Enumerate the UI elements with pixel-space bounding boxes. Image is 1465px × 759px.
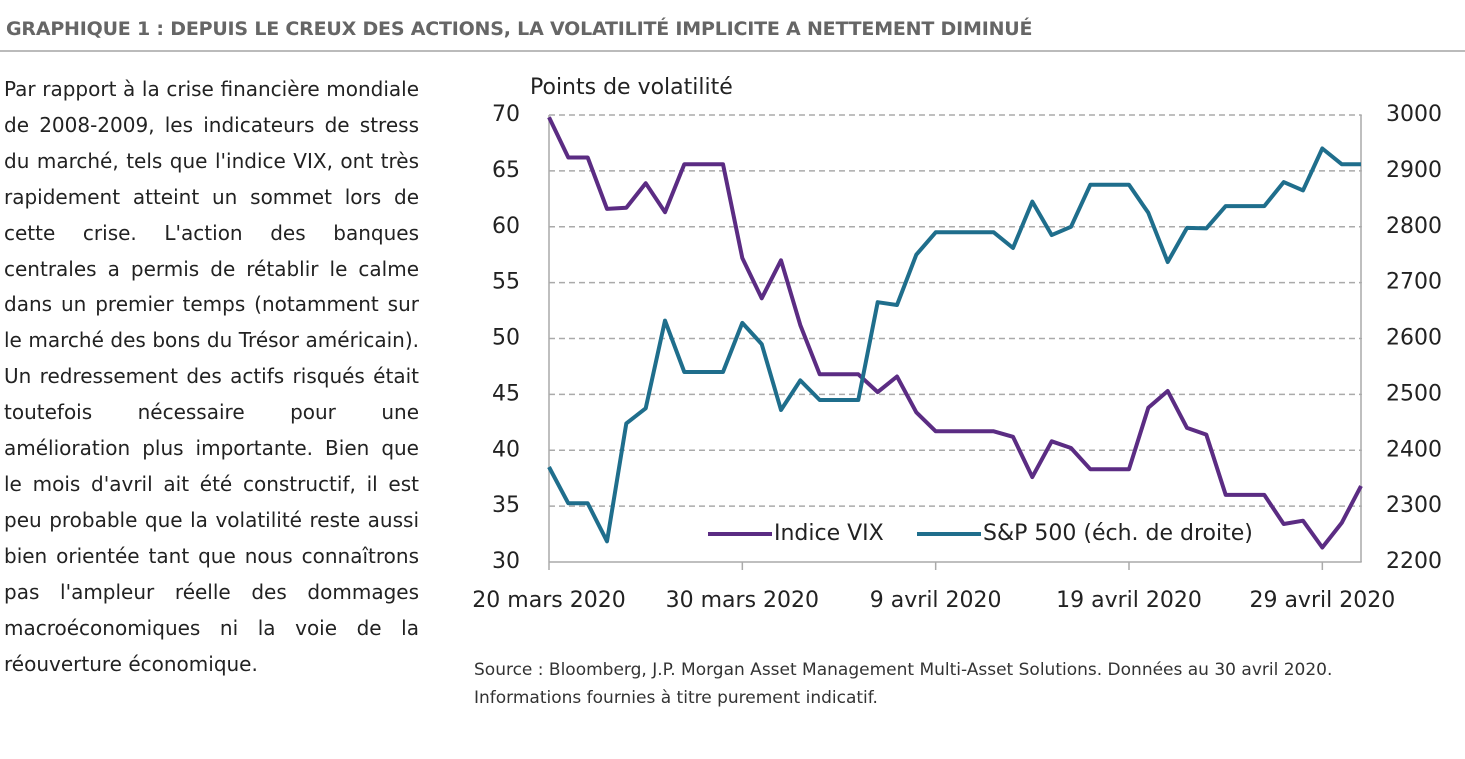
y-tick-label: 70: [492, 102, 520, 127]
x-tick-label: 19 avril 2020: [1056, 588, 1202, 613]
x-tick-label: 20 mars 2020: [472, 588, 625, 613]
source: Source : Bloomberg, J.P. Morgan Asset Ma…: [474, 656, 1332, 712]
y2-tick-label: 2500: [1386, 381, 1442, 406]
y2-tick-label: 2600: [1386, 326, 1442, 351]
y2-tick-label: 2800: [1386, 214, 1442, 239]
y-tick-label: 65: [492, 158, 520, 183]
source-line: Source : Bloomberg, J.P. Morgan Asset Ma…: [474, 660, 1333, 680]
x-tick-label: 29 avril 2020: [1249, 588, 1395, 613]
y-tick-label: 50: [492, 326, 520, 351]
y2-tick-label: 3000: [1386, 102, 1442, 127]
y-tick-label: 40: [492, 437, 520, 462]
series-line: [547, 116, 1363, 550]
y-tick-label: 55: [492, 270, 520, 295]
heading-rule: [0, 50, 1465, 52]
x-tick-label: 30 mars 2020: [666, 588, 819, 613]
x-tick-label: 9 avril 2020: [870, 588, 1002, 613]
y-tick-label: 45: [492, 381, 520, 406]
heading: GRAPHIQUE 1 : DEPUIS LE CREUX DES ACTION…: [6, 18, 1033, 40]
series-line: [547, 146, 1361, 544]
legend-label: S&P 500 (éch. de droite): [983, 521, 1253, 546]
y-tick-label: 60: [492, 214, 520, 239]
y2-tick-label: 2900: [1386, 158, 1442, 183]
source-line: Informations fournies à titre purement i…: [474, 688, 878, 708]
y2-tick-label: 2300: [1386, 493, 1442, 518]
y-tick-label: 30: [492, 549, 520, 574]
y-axis-label: Points de volatilité: [530, 75, 733, 100]
y2-tick-label: 2400: [1386, 437, 1442, 462]
y2-tick-label: 2700: [1386, 270, 1442, 295]
y2-tick-label: 2200: [1386, 549, 1442, 574]
paragraph: Par rapport à la crise financière mondia…: [4, 77, 419, 676]
legend-label: Indice VIX: [774, 521, 884, 546]
y-tick-label: 35: [492, 493, 520, 518]
